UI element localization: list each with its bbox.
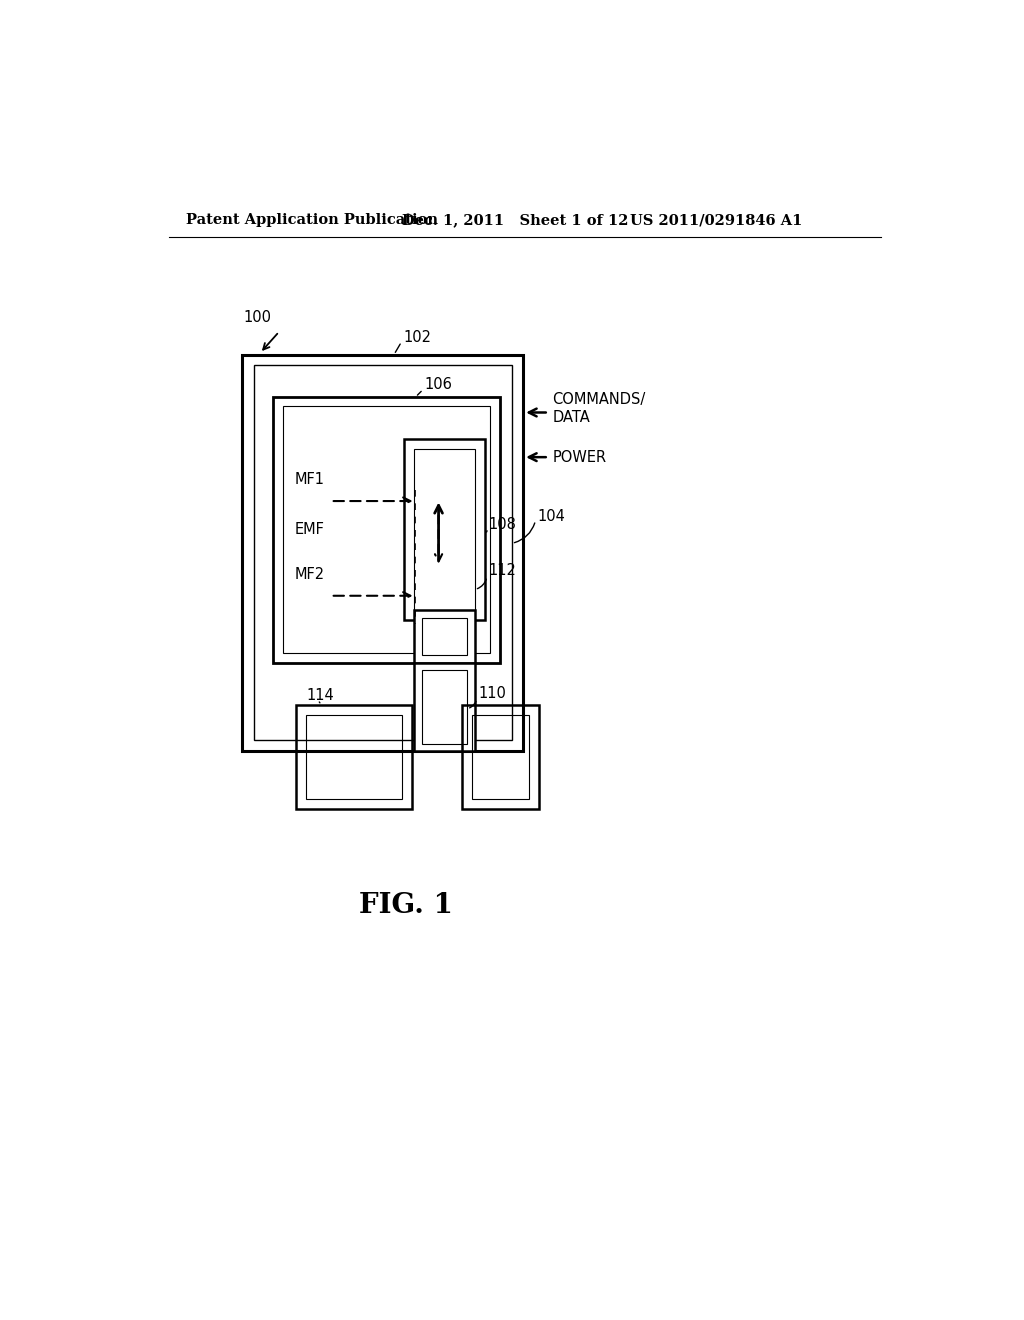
Bar — [414, 610, 475, 663]
Text: 106: 106 — [425, 378, 453, 392]
Bar — [472, 715, 528, 799]
Text: US 2011/0291846 A1: US 2011/0291846 A1 — [630, 213, 802, 227]
Bar — [414, 663, 475, 751]
Bar — [462, 705, 539, 809]
Text: EMF: EMF — [295, 523, 325, 537]
Bar — [243, 355, 523, 751]
Bar — [273, 397, 500, 663]
Bar — [422, 618, 467, 655]
Text: MF2: MF2 — [295, 566, 325, 582]
Text: 110: 110 — [478, 686, 507, 701]
Text: 112: 112 — [488, 562, 516, 578]
Bar — [254, 364, 512, 739]
Text: 114: 114 — [306, 688, 334, 702]
Text: MF1: MF1 — [295, 473, 325, 487]
Text: POWER: POWER — [553, 450, 606, 465]
Bar — [403, 440, 484, 620]
Bar — [414, 450, 475, 610]
Bar — [306, 715, 401, 799]
Text: Patent Application Publication: Patent Application Publication — [186, 213, 438, 227]
Text: 100: 100 — [244, 310, 271, 325]
Bar — [296, 705, 412, 809]
Text: 104: 104 — [538, 510, 565, 524]
Bar — [422, 671, 467, 743]
Text: COMMANDS/
DATA: COMMANDS/ DATA — [553, 392, 646, 425]
Text: 108: 108 — [488, 516, 516, 532]
Bar — [283, 407, 490, 653]
Text: Dec. 1, 2011   Sheet 1 of 12: Dec. 1, 2011 Sheet 1 of 12 — [401, 213, 628, 227]
Text: 102: 102 — [403, 330, 432, 345]
Text: FIG. 1: FIG. 1 — [359, 892, 454, 919]
